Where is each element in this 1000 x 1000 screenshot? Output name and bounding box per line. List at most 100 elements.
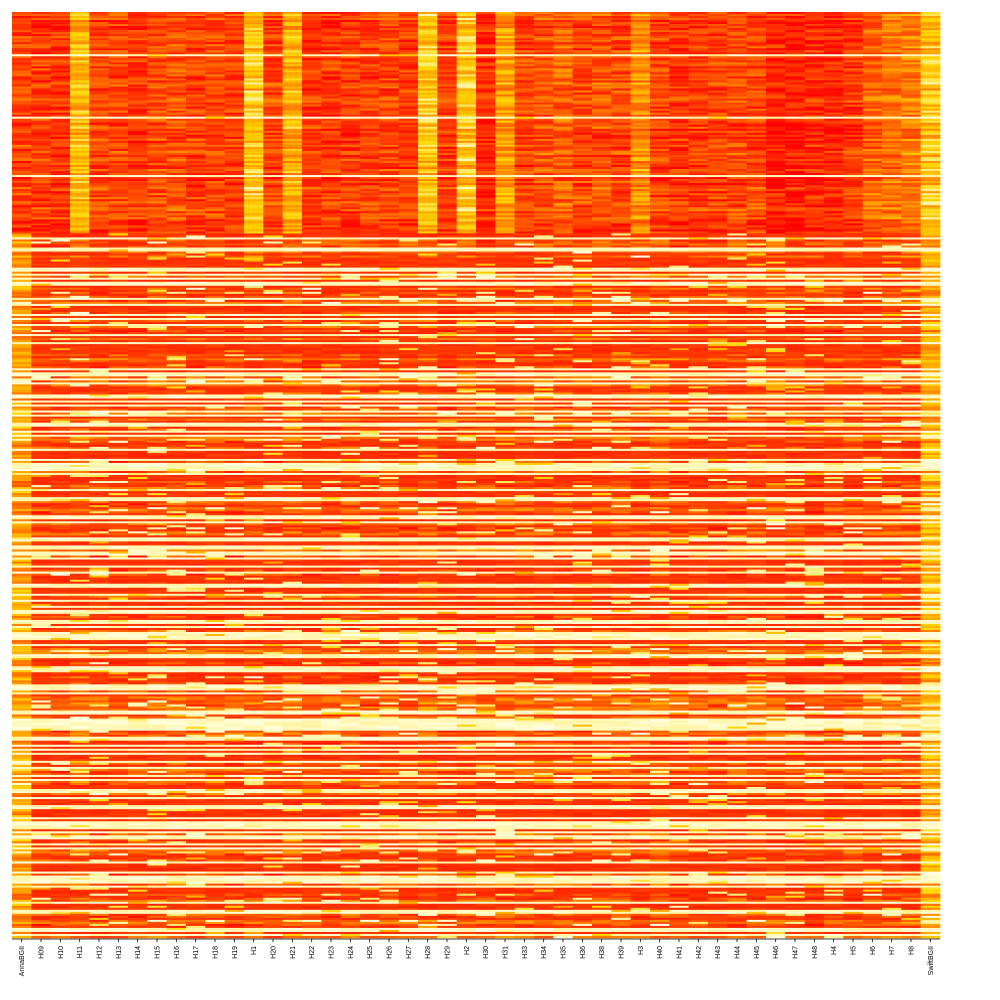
heatmap-cell [340, 90, 361, 93]
heatmap-cell [418, 114, 438, 117]
heatmap-cell [282, 46, 303, 49]
heatmap-cell [321, 92, 342, 95]
heatmap-cell [708, 136, 728, 140]
heatmap-cell [321, 96, 342, 99]
heatmap-cell [108, 92, 129, 95]
heatmap-cell [379, 18, 400, 21]
heatmap-cell [572, 148, 593, 152]
heatmap-cell [611, 98, 632, 101]
heatmap-cell [785, 122, 806, 126]
heatmap-cell [514, 94, 535, 97]
heatmap-cell [572, 82, 593, 85]
heatmap-cell [70, 60, 90, 63]
heatmap-cell [824, 156, 844, 160]
heatmap-cell [456, 128, 477, 132]
heatmap-cell [650, 191, 670, 194]
heatmap-cell [688, 58, 709, 61]
heatmap-cell [669, 102, 690, 105]
heatmap-cell [553, 150, 574, 154]
heatmap-cell [592, 56, 612, 59]
heatmap-cell [340, 84, 361, 87]
heatmap-cell [572, 134, 593, 138]
heatmap-cell [166, 154, 187, 158]
heatmap-cell [205, 181, 226, 184]
heatmap-cell [534, 177, 554, 180]
heatmap-cell [224, 72, 245, 75]
heatmap-cell [166, 70, 187, 73]
heatmap-cell [804, 48, 825, 51]
heatmap-cell [282, 160, 303, 164]
heatmap-cell [592, 213, 612, 216]
heatmap-cell [89, 36, 110, 39]
heatmap-cell [418, 146, 438, 150]
heatmap-cell [534, 32, 554, 35]
heatmap-cell [862, 50, 883, 53]
heatmap-cell [282, 72, 303, 75]
heatmap-cell [572, 12, 593, 15]
heatmap-cell [128, 203, 148, 206]
heatmap-cell [108, 68, 129, 71]
heatmap-cell [398, 142, 419, 146]
heatmap-cell [263, 88, 284, 91]
heatmap-cell [476, 164, 496, 168]
heatmap-cell [824, 30, 844, 33]
heatmap-cell [824, 42, 844, 45]
heatmap-cell [843, 189, 864, 192]
heatmap-cell [456, 88, 477, 91]
heatmap-cell [398, 154, 419, 158]
heatmap-cell [398, 22, 419, 25]
heatmap-cell [843, 94, 864, 97]
heatmap-cell [669, 203, 690, 206]
heatmap-cell [205, 38, 226, 41]
heatmap-cell [70, 199, 90, 202]
heatmap-cell [186, 86, 206, 89]
heatmap-cell [804, 20, 825, 23]
heatmap-cell [514, 112, 535, 115]
heatmap-cell [108, 20, 129, 23]
heatmap-cell [804, 215, 825, 218]
heatmap-cell [688, 146, 709, 150]
heatmap-cell [89, 193, 110, 196]
heatmap-cell [650, 167, 670, 170]
heatmap-cell [437, 96, 458, 99]
heatmap-cell [12, 98, 32, 101]
heatmap-cell [862, 90, 883, 93]
heatmap-cell [824, 217, 844, 220]
heatmap-cell [340, 12, 361, 15]
heatmap-cell [282, 50, 303, 53]
heatmap-cell [108, 209, 129, 212]
heatmap-cell [766, 205, 786, 208]
heatmap-cell [108, 219, 129, 222]
heatmap-cell [147, 82, 168, 85]
heatmap-cell [50, 201, 71, 204]
heatmap-cell [50, 122, 71, 126]
heatmap-cell [592, 52, 612, 55]
heatmap-cell [669, 167, 690, 170]
heatmap-cell [901, 148, 922, 152]
heatmap-cell [166, 162, 187, 166]
heatmap-cell [708, 219, 728, 222]
heatmap-cell [708, 209, 728, 212]
heatmap-cell [708, 175, 728, 178]
heatmap-cell [12, 52, 32, 55]
heatmap-cell [263, 64, 284, 67]
heatmap-cell [418, 179, 438, 182]
heatmap-cell [50, 162, 71, 166]
heatmap-cell [592, 54, 612, 57]
heatmap-cell [611, 207, 632, 210]
heatmap-cell [50, 26, 71, 29]
heatmap-cell [108, 78, 129, 81]
heatmap-cell [379, 30, 400, 33]
heatmap-cell [882, 36, 902, 39]
heatmap-cell [669, 38, 690, 41]
heatmap-cell [920, 167, 941, 170]
heatmap-cell [321, 175, 342, 178]
heatmap-cell [108, 14, 129, 17]
heatmap-cell [147, 90, 168, 93]
heatmap-cell [244, 148, 264, 152]
heatmap-cell [669, 197, 690, 200]
heatmap-cell [340, 40, 361, 43]
heatmap-cell [688, 219, 709, 222]
heatmap-cell [186, 46, 206, 49]
heatmap-cell [360, 72, 380, 75]
